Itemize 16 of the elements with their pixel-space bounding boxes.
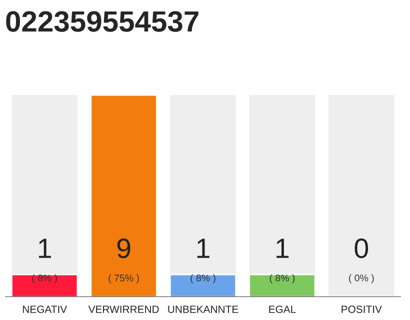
x-tick-label: NEGATIV [22, 306, 68, 313]
data-label: 1 [38, 238, 51, 258]
data-label: 1 [197, 238, 210, 258]
data-label: 0 [354, 238, 368, 258]
annotation: ( 8% ) [32, 274, 57, 284]
x-tick-label: VERWIRREND [88, 306, 159, 313]
data-label: 9 [117, 238, 130, 258]
x-tick-label: POSITIV [342, 306, 382, 313]
annotation: ( 8% ) [190, 274, 216, 284]
annotation: ( 75% ) [108, 274, 139, 284]
x-tick-label: UNBEKANNTE [168, 306, 238, 313]
chart-title: 022359554537 [6, 11, 198, 32]
data-label: 1 [276, 238, 289, 258]
annotation: ( 0% ) [349, 274, 374, 284]
annotation: ( 8% ) [270, 274, 295, 284]
x-tick-label: EGAL [269, 306, 296, 313]
